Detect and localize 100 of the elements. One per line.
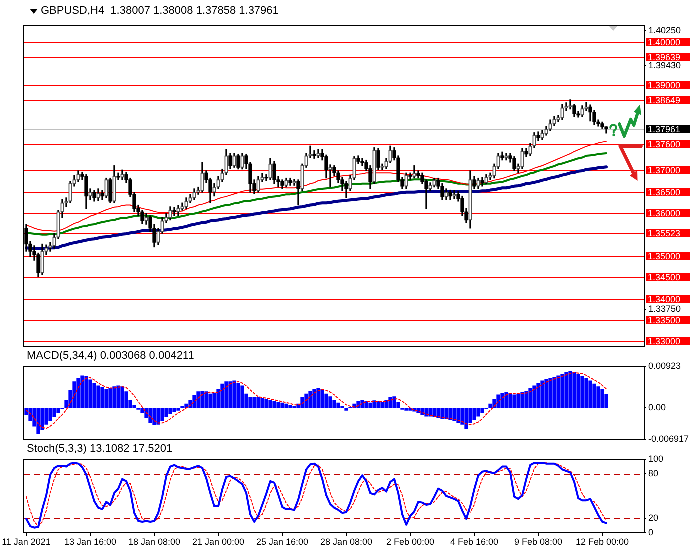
bar: [576, 374, 580, 408]
bar: [204, 392, 208, 408]
y-tick-label: 0.00: [648, 402, 666, 413]
bar: [404, 408, 408, 411]
ref-line-label: 1.36500: [648, 187, 681, 198]
bar: [596, 386, 600, 408]
bar: [160, 408, 164, 422]
bar: [304, 394, 308, 408]
bar: [528, 388, 532, 408]
y-tick-label: 100: [648, 454, 664, 464]
bar: [380, 402, 384, 408]
bar: [524, 391, 528, 408]
bar: [548, 378, 552, 408]
candlestick: [484, 174, 488, 185]
bar: [512, 394, 516, 408]
bar: [500, 392, 504, 408]
candlestick: [408, 172, 412, 180]
bar: [424, 408, 428, 417]
bar: [260, 398, 264, 408]
bar: [168, 408, 172, 414]
bar: [320, 389, 324, 408]
x-tick-label: 9 Feb 08:00: [514, 536, 563, 547]
y-tick-label: 1.33750: [648, 304, 682, 314]
bar: [312, 389, 316, 408]
bar: [192, 395, 196, 408]
bar: [452, 408, 456, 422]
candlestick: [96, 188, 100, 202]
candlestick: [192, 188, 196, 200]
candlestick: [284, 178, 288, 188]
x-tick-label: 4 Feb 16:00: [450, 536, 499, 547]
bar: [156, 408, 160, 425]
candlestick: [268, 158, 272, 180]
bar: [232, 380, 236, 408]
bar: [84, 376, 88, 408]
y-tick-label: 0: [648, 527, 654, 538]
candlestick: [144, 214, 148, 225]
ref-line-label: 1.39000: [648, 80, 681, 90]
ref-line-label: 1.35000: [648, 251, 681, 262]
bar: [112, 386, 116, 408]
bar: [308, 391, 312, 408]
x-tick-label: 11 Jan 2021: [2, 536, 51, 547]
x-tick-label: 13 Jan 16:00: [64, 536, 117, 547]
bar: [224, 382, 228, 408]
bar: [384, 400, 388, 408]
bar: [480, 408, 484, 414]
candlestick: [172, 208, 176, 216]
candlestick: [176, 205, 180, 216]
bar: [268, 400, 272, 408]
ref-line-label: 1.38649: [648, 95, 681, 106]
bar: [276, 402, 280, 408]
y-tick-label: 1.39430: [648, 60, 682, 71]
ref-line-label: 1.37961: [648, 124, 681, 134]
ref-line-label: 1.34000: [648, 294, 681, 304]
x-tick-label: 2 Feb 00:00: [386, 536, 435, 547]
x-tick-label: 28 Jan 08:00: [320, 536, 373, 547]
candlestick: [256, 176, 260, 193]
candlestick: [240, 153, 244, 170]
bar: [328, 396, 332, 408]
bar: [240, 386, 244, 408]
bar: [532, 386, 536, 408]
bar: [96, 386, 100, 408]
bar: [104, 389, 108, 408]
candlestick: [412, 166, 416, 179]
bar: [332, 400, 336, 408]
bar: [388, 397, 392, 408]
bar: [40, 408, 44, 430]
bar: [580, 376, 584, 408]
candlestick: [292, 179, 296, 186]
candlestick: [200, 162, 204, 193]
candlestick: [120, 170, 124, 180]
bar: [284, 404, 288, 408]
bar: [152, 408, 156, 426]
ref-line-label: 1.39639: [648, 52, 681, 62]
bar: [572, 372, 576, 408]
ref-line-label: 1.37600: [648, 139, 681, 150]
bar: [448, 408, 452, 420]
candlestick: [504, 153, 508, 161]
y-tick-label: 80: [648, 468, 659, 479]
bar: [108, 388, 112, 408]
candlestick: [316, 149, 320, 158]
x-tick-label: 25 Jan 16:00: [256, 536, 309, 547]
bar: [316, 388, 320, 408]
bar: [504, 392, 508, 408]
bar: [48, 408, 52, 422]
ref-line-label: 1.35523: [648, 228, 681, 238]
bar: [536, 382, 540, 408]
bar: [248, 397, 252, 408]
bar: [432, 408, 436, 418]
y-tick-label: 1.40250: [648, 25, 682, 36]
bar: [236, 382, 240, 408]
ref-line-label: 1.40000: [648, 37, 681, 48]
bar: [460, 408, 464, 425]
bar: [272, 401, 276, 408]
bar: [600, 389, 604, 408]
candlestick: [40, 244, 44, 276]
bar: [428, 408, 432, 417]
bar: [368, 402, 372, 408]
candlestick: [520, 148, 524, 170]
candlestick: [232, 153, 236, 168]
candlestick: [168, 206, 172, 221]
